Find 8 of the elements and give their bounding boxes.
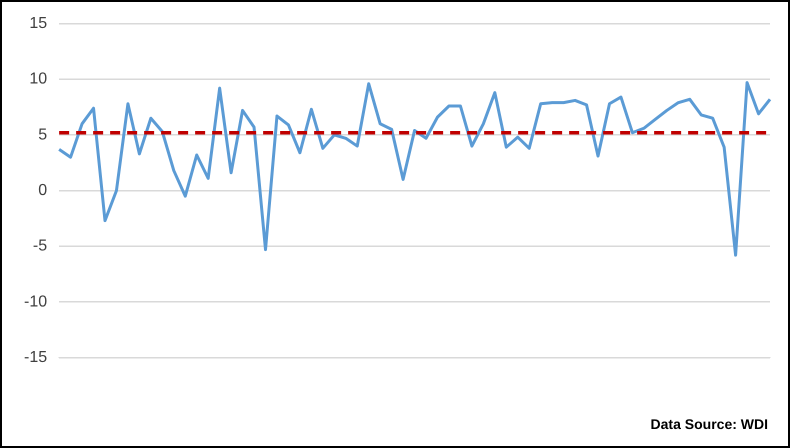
y-tick-label: 10 <box>29 70 48 88</box>
y-tick-label: 5 <box>38 126 48 144</box>
y-tick-label: -10 <box>24 293 48 310</box>
source-note: Data Source: WDI <box>650 416 768 432</box>
y-tick-label: 15 <box>29 15 48 32</box>
y-tick-label: -15 <box>24 349 48 366</box>
y-tick-label: 0 <box>38 182 48 200</box>
y-tick-label: -5 <box>32 238 48 255</box>
